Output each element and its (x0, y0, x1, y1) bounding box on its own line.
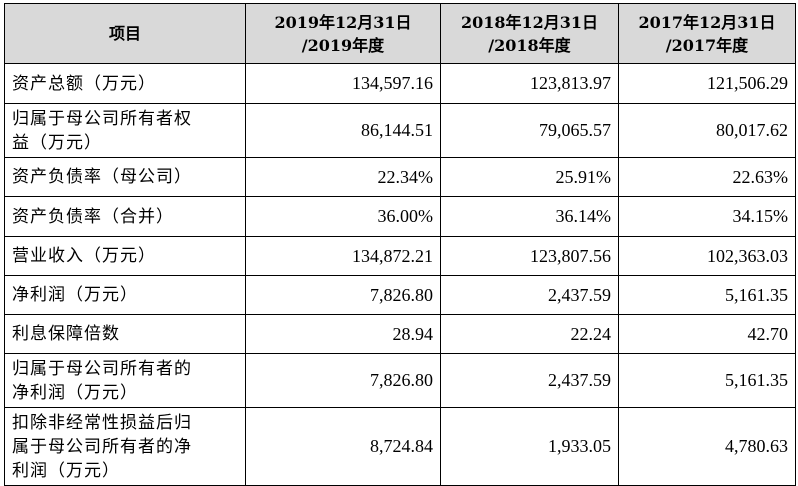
cell-2017: 121,506.29 (618, 63, 796, 104)
header-item: 项目 (4, 3, 246, 64)
cell-2019: 134,872.21 (245, 236, 441, 276)
header-2018-date: 2018年12月31日 (460, 12, 599, 32)
table-row: 资产总额（万元） 134,597.16 123,813.97 121,506.2… (4, 63, 796, 104)
cell-2018: 2,437.59 (440, 275, 619, 315)
cell-2018: 79,065.57 (440, 103, 619, 158)
cell-2019: 86,144.51 (245, 103, 441, 158)
row-label: 资产负债率（合并） (4, 196, 246, 237)
table-row: 营业收入（万元） 134,872.21 123,807.56 102,363.0… (4, 236, 796, 276)
cell-2019: 28.94 (245, 314, 441, 354)
header-2019: 2019年12月31日 /2019年度 (245, 3, 441, 64)
row-label: 利息保障倍数 (4, 314, 246, 354)
row-label: 资产总额（万元） (4, 63, 246, 104)
table-row: 归属于母公司所有者的 净利润（万元） 7,826.80 2,437.59 5,16… (4, 353, 796, 408)
cell-2018: 123,813.97 (440, 63, 619, 104)
header-2019-period: /2019年度 (301, 35, 385, 55)
row-label: 归属于母公司所有者的 净利润（万元） (4, 353, 246, 408)
cell-2019: 22.34% (245, 157, 441, 197)
cell-2017: 80,017.62 (618, 103, 796, 158)
cell-2017: 22.63% (618, 157, 796, 197)
cell-2019: 134,597.16 (245, 63, 441, 104)
cell-2018: 1,933.05 (440, 407, 619, 486)
cell-2019: 7,826.80 (245, 353, 441, 408)
row-label: 资产负债率（母公司） (4, 157, 246, 197)
cell-2017: 42.70 (618, 314, 796, 354)
header-2017-date: 2017年12月31日 (638, 12, 776, 32)
cell-2018: 123,807.56 (440, 236, 619, 276)
table-row: 净利润（万元） 7,826.80 2,437.59 5,161.35 (4, 275, 796, 315)
row-label: 净利润（万元） (4, 275, 246, 315)
header-2017-period: /2017年度 (665, 35, 749, 55)
cell-2019: 7,826.80 (245, 275, 441, 315)
header-2017: 2017年12月31日 /2017年度 (618, 3, 796, 64)
table-header-row: 项目 2019年12月31日 /2019年度 2018年12月31日 /2018… (4, 3, 796, 64)
header-2018: 2018年12月31日 /2018年度 (440, 3, 619, 64)
row-label: 归属于母公司所有者权 益（万元） (4, 103, 246, 158)
cell-2017: 5,161.35 (618, 353, 796, 408)
cell-2019: 8,724.84 (245, 407, 441, 486)
cell-2017: 34.15% (618, 196, 796, 237)
header-2019-date: 2019年12月31日 (274, 12, 412, 32)
cell-2018: 2,437.59 (440, 353, 619, 408)
row-label: 营业收入（万元） (4, 236, 246, 276)
cell-2018: 36.14% (440, 196, 619, 237)
table-row: 扣除非经常性损益后归 属于母公司所有者的净 利润（万元） 8,724.84 1,93… (4, 407, 796, 486)
cell-2018: 22.24 (440, 314, 619, 354)
financial-indicators-table: 项目 2019年12月31日 /2019年度 2018年12月31日 /2018… (4, 3, 796, 486)
cell-2017: 4,780.63 (618, 407, 796, 486)
cell-2018: 25.91% (440, 157, 619, 197)
row-label: 扣除非经常性损益后归 属于母公司所有者的净 利润（万元） (4, 407, 246, 486)
cell-2017: 102,363.03 (618, 236, 796, 276)
header-2018-period: /2018年度 (488, 35, 571, 55)
table-row: 利息保障倍数 28.94 22.24 42.70 (4, 314, 796, 354)
table-row: 归属于母公司所有者权 益（万元） 86,144.51 79,065.57 80,0… (4, 103, 796, 158)
table-row: 资产负债率（母公司） 22.34% 25.91% 22.63% (4, 157, 796, 197)
cell-2019: 36.00% (245, 196, 441, 237)
cell-2017: 5,161.35 (618, 275, 796, 315)
table-row: 资产负债率（合并） 36.00% 36.14% 34.15% (4, 196, 796, 237)
